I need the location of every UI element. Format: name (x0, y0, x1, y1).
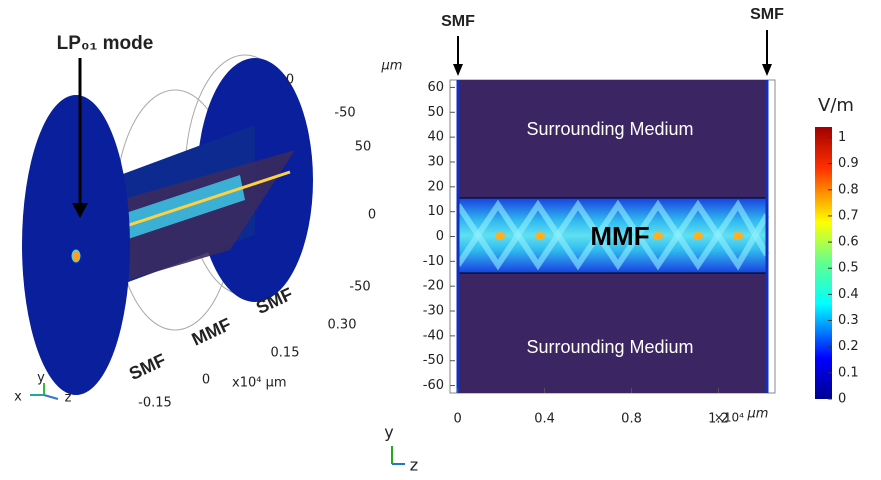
hot-spot (693, 232, 703, 240)
colorbar-tick-label: 0.7 (838, 208, 859, 223)
y-tick-label: 50 (427, 105, 444, 120)
mode-spot (71, 249, 81, 263)
triad-axis (43, 394, 59, 400)
triad-label: y (37, 371, 45, 386)
y-tick-label: 40 (427, 130, 444, 145)
axis-unit: x10⁴ μm (232, 376, 287, 391)
colorbar-tick-label: 0.4 (838, 287, 859, 302)
axis-label: -50 (334, 106, 355, 121)
x-tick-label: 0.8 (621, 412, 642, 427)
triad-label: z (410, 456, 418, 475)
y-tick-label: 20 (427, 179, 444, 194)
fiber-label: SMF (126, 350, 169, 384)
colorbar-tick-label: 0 (838, 392, 846, 407)
disc (22, 95, 130, 395)
fiber-label: MMF (189, 314, 235, 349)
colorbar-tick-label: 0.6 (838, 235, 859, 250)
x-tick-label: 0 (453, 412, 461, 427)
axis-label: 50 (355, 140, 372, 155)
core (119, 170, 291, 230)
hot-spot (653, 232, 663, 240)
annotation: SMF (441, 13, 475, 30)
axis-label: 0.15 (271, 346, 300, 361)
field-pattern (455, 199, 770, 271)
colorbar-tick-label: 0.2 (838, 339, 859, 354)
axis-label: 0 (368, 208, 376, 223)
y-tick-label: -50 (423, 353, 444, 368)
axis-label: -0.15 (138, 396, 172, 411)
y-tick-label: -60 (423, 378, 444, 393)
x-tick-label: 0.4 (534, 412, 555, 427)
field-pattern (455, 199, 770, 271)
x-axis-label: μm (747, 407, 769, 422)
hot-spots (495, 232, 743, 240)
annotation: MMF (590, 221, 649, 251)
hot-spot (733, 232, 743, 240)
colorbar-tick-label: 0.1 (838, 365, 859, 380)
axis-label: 0.30 (328, 318, 357, 333)
x-tick-label: 1.2 (708, 412, 729, 427)
annotation: SMF (750, 6, 784, 23)
arrow-head (762, 64, 772, 76)
colorbar-title: V/m (818, 95, 854, 116)
triad-label: y (384, 423, 393, 442)
hot-spot (495, 232, 505, 240)
y-tick-label: 30 (427, 154, 444, 169)
annotation: Surrounding Medium (526, 337, 693, 357)
y-tick-label: -20 (423, 279, 444, 294)
render-3d (22, 54, 313, 400)
axis-label: 0 (202, 373, 210, 388)
y-tick-label: -10 (423, 254, 444, 269)
axis-label: -50 (349, 280, 370, 295)
mode-label: LP₀₁ mode (57, 33, 154, 54)
hot-spot (535, 232, 545, 240)
colorbar (815, 127, 832, 399)
colorbar-tick-label: 0.5 (838, 261, 859, 276)
axis-label: 0 (286, 73, 294, 88)
colorbar-tick-label: 0.8 (838, 182, 859, 197)
y-tick-label: -40 (423, 328, 444, 343)
y-tick-label: 60 (427, 80, 444, 95)
y-tick-label: 10 (427, 204, 444, 219)
annotation: Surrounding Medium (526, 119, 693, 139)
colorbar-tick-label: 0.9 (838, 156, 859, 171)
x-axis-unit: ×10⁴ (714, 411, 744, 425)
triad-label: z (65, 391, 72, 406)
arrow-head (453, 64, 463, 76)
colorbar-tick-label: 0.3 (838, 313, 859, 328)
triad-label: x (14, 390, 22, 405)
colorbar-tick-label: 1 (838, 130, 846, 145)
y-tick-label: 0 (436, 229, 444, 244)
arrow-head (72, 203, 88, 218)
y-axis-label: μm (381, 59, 403, 74)
y-tick-label: -30 (423, 304, 444, 319)
